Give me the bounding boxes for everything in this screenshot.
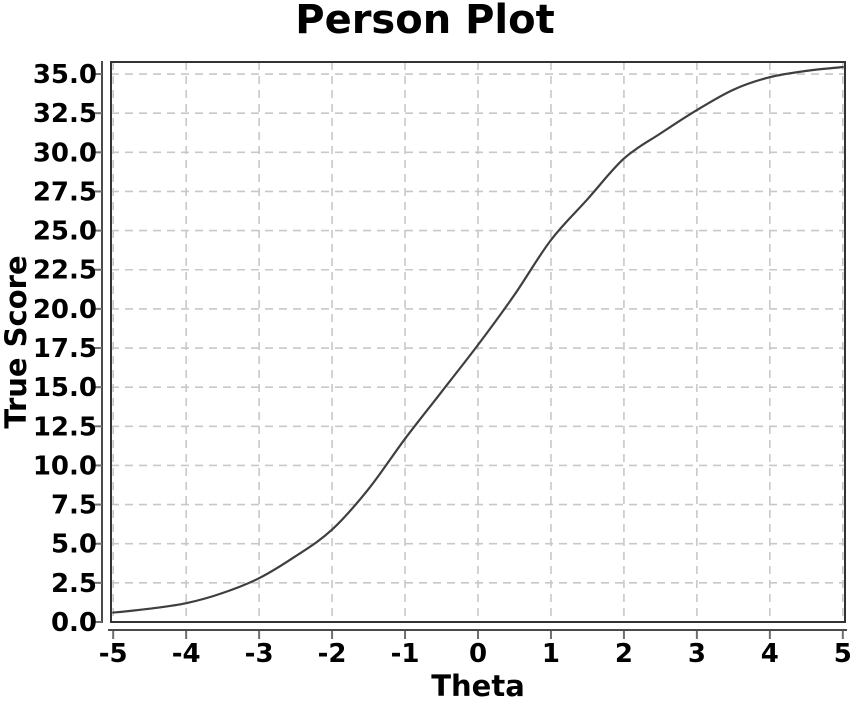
axis-lines <box>101 61 847 631</box>
panel-border <box>110 61 846 623</box>
x-tick-label: 1 <box>542 639 560 669</box>
chart-title: Person Plot <box>295 0 555 43</box>
x-axis-title: Theta <box>431 669 525 703</box>
y-tick-label: 15.0 <box>33 373 97 403</box>
y-tick-labels: 0.0 2.5 5.0 7.5 10.0 12.5 15.0 17.5 20.0 22.5 25.0… <box>33 60 97 638</box>
y-tick-label: 17.5 <box>33 334 97 364</box>
x-tick-label: 3 <box>688 639 706 669</box>
gridlines <box>111 62 845 623</box>
x-tick-labels: -5 -4 -3 -2 -1 0 1 2 3 4 5 <box>99 639 850 669</box>
tick-marks <box>94 73 844 639</box>
y-tick-label: 10.0 <box>33 451 97 481</box>
x-tick-label: 5 <box>834 639 850 669</box>
x-tick-label: 4 <box>761 639 779 669</box>
x-tick-label: -3 <box>245 639 274 669</box>
y-tick-label: 20.0 <box>33 295 97 325</box>
y-tick-label: 30.0 <box>33 138 97 168</box>
x-tick-label: -5 <box>99 639 128 669</box>
true-score-curve <box>112 65 844 614</box>
y-tick-label: 35.0 <box>33 60 97 90</box>
y-tick-label: 7.5 <box>51 491 97 521</box>
y-tick-label: 25.0 <box>33 217 97 247</box>
y-tick-label: 5.0 <box>51 530 97 560</box>
y-tick-label: 0.0 <box>51 608 97 638</box>
y-tick-label: 32.5 <box>33 99 97 129</box>
x-tick-label: 0 <box>469 639 487 669</box>
y-tick-label: 27.5 <box>33 177 97 207</box>
x-tick-label: -4 <box>172 639 201 669</box>
x-tick-label: -1 <box>391 639 420 669</box>
x-tick-label: -2 <box>318 639 347 669</box>
y-tick-label: 2.5 <box>51 569 97 599</box>
y-tick-label: 22.5 <box>33 256 97 286</box>
y-tick-label: 12.5 <box>33 412 97 442</box>
x-tick-label: 2 <box>615 639 633 669</box>
